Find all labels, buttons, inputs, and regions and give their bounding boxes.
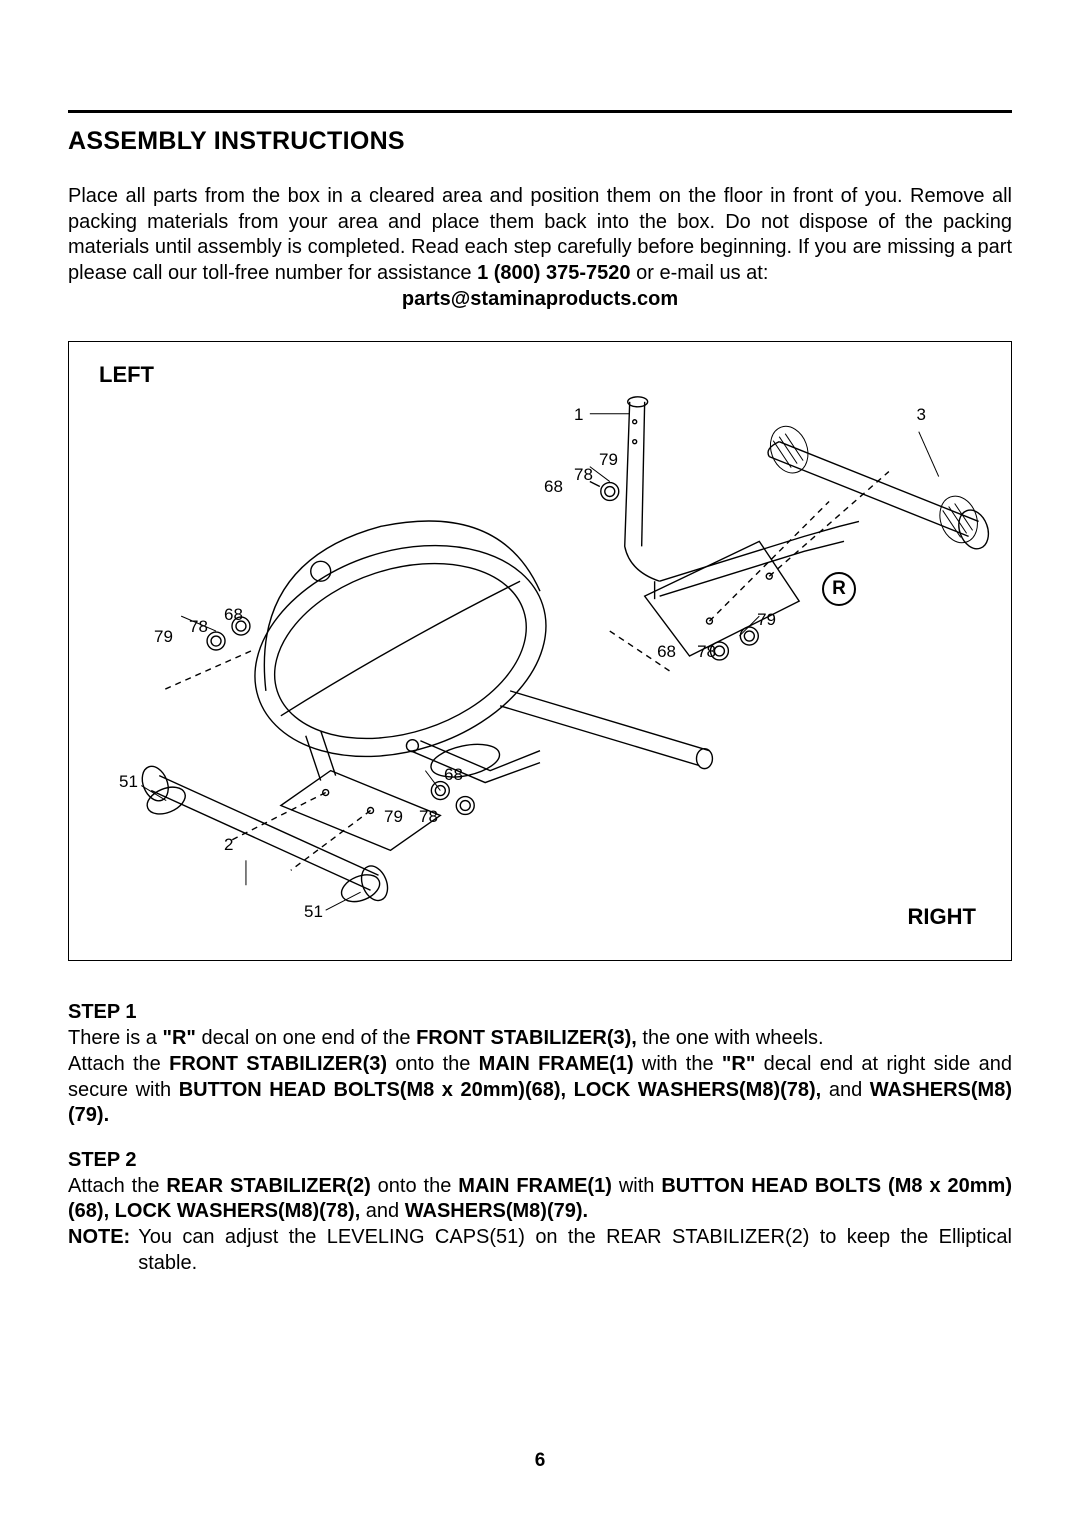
step1-t4: Attach the [68,1053,169,1075]
note-b1: LEVELING CAPS(51) [327,1226,525,1248]
callout-1: 1 [574,405,583,425]
step1-b6: BUTTON HEAD BOLTS(M8 x 20mm)(68), LOCK W… [179,1079,822,1101]
callout-3: 3 [917,405,926,425]
callout-79-rear: 79 [384,807,403,827]
intro-paragraph: Place all parts from the box in a cleare… [68,184,1012,286]
step2-b2: MAIN FRAME(1) [458,1175,612,1197]
callout-68-top: 68 [544,477,563,497]
step1-b1: "R" [162,1027,195,1049]
callout-78-rear: 78 [419,807,438,827]
callout-51-b: 51 [304,902,323,922]
callout-79-top: 79 [599,450,618,470]
step2-title: STEP 2 [68,1149,1012,1172]
step2-b1: REAR STABILIZER(2) [166,1175,370,1197]
step2-note: NOTE: You can adjust the LEVELING CAPS(5… [68,1225,1012,1276]
step1-t8: and [821,1079,870,1101]
callout-78-right: 78 [697,642,716,662]
callout-78-left: 78 [189,617,208,637]
assembly-diagram: LEFT RIGHT [68,341,1012,961]
divider [68,110,1012,113]
step2-b4: WASHERS(M8)(79). [405,1200,588,1222]
note-t1: You can adjust the [138,1226,327,1248]
callout-79-right: 79 [757,610,776,630]
step1-title: STEP 1 [68,1001,1012,1024]
step1-t2: decal on one end of the [196,1027,416,1049]
callout-51-a: 51 [119,772,138,792]
callout-68-left: 68 [224,605,243,625]
step2-t3: with [612,1175,661,1197]
step1-b2: FRONT STABILIZER(3), [416,1027,637,1049]
step1-b3: FRONT STABILIZER(3) [169,1053,387,1075]
manual-page: ASSEMBLY INSTRUCTIONS Place all parts fr… [0,0,1080,1527]
intro-phone: 1 (800) 375-7520 [477,262,630,284]
callout-68-rear: 68 [444,765,463,785]
step1-b5: "R" [722,1053,755,1075]
callout-79-left: 79 [154,627,173,647]
step1-b4: MAIN FRAME(1) [479,1053,634,1075]
note-text: You can adjust the LEVELING CAPS(51) on … [138,1225,1012,1276]
note-t2: on the [525,1226,606,1248]
page-title: ASSEMBLY INSTRUCTIONS [68,127,1012,156]
callout-68-right: 68 [657,642,676,662]
step1-t1: There is a [68,1027,162,1049]
note-b2: REAR STABILIZER(2) [606,1226,809,1248]
email-line: parts@staminaproducts.com [68,288,1012,311]
intro-text-post: or e-mail us at: [631,262,769,284]
step2-t2: onto the [371,1175,459,1197]
note-label: NOTE: [68,1225,138,1276]
callout-78-top: 78 [574,465,593,485]
page-number: 6 [0,1450,1080,1472]
step2-t1: Attach the [68,1175,166,1197]
step1-t5: onto the [387,1053,479,1075]
diagram-svg [69,342,1011,960]
callout-2: 2 [224,835,233,855]
step1-body: There is a "R" decal on one end of the F… [68,1026,1012,1128]
step2-t4: and [360,1200,404,1222]
step2-body: Attach the REAR STABILIZER(2) onto the M… [68,1174,1012,1225]
step1-t3: the one with wheels. [637,1027,824,1049]
step1-t6: with the [634,1053,722,1075]
